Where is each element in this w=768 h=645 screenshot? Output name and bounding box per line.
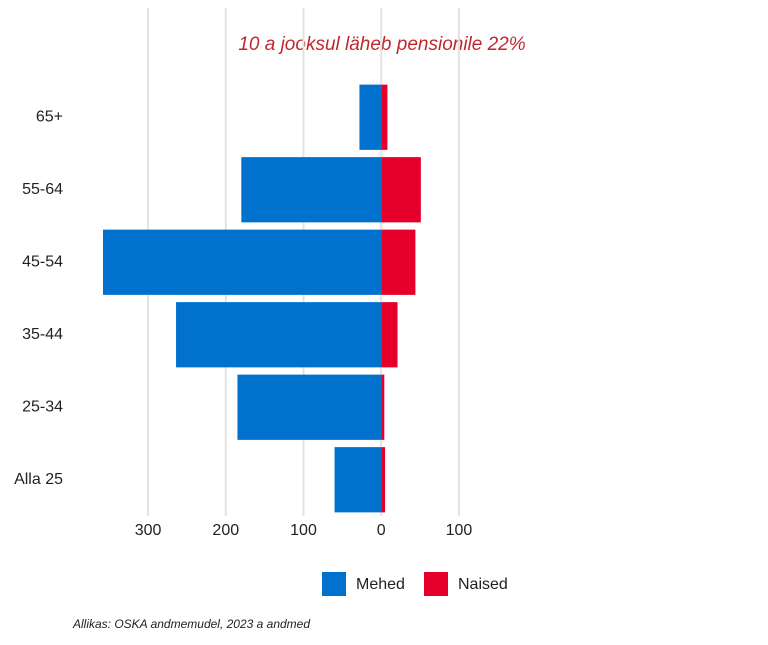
bar — [241, 157, 382, 223]
bar — [381, 84, 388, 150]
bar — [381, 229, 416, 295]
x-tick-label: 100 — [290, 522, 317, 539]
bar — [176, 302, 382, 368]
legend-label: Mehed — [356, 576, 405, 593]
y-tick-label: Alla 25 — [14, 471, 63, 488]
legend-swatch — [424, 572, 448, 596]
y-tick-label: 55-64 — [22, 181, 63, 198]
x-tick-label: 0 — [377, 522, 386, 539]
bar — [381, 302, 398, 368]
x-tick-label: 300 — [135, 522, 162, 539]
bar — [359, 84, 382, 150]
bar — [103, 229, 382, 295]
y-tick-label: 35-44 — [22, 326, 63, 343]
y-tick-label: 25-34 — [22, 398, 63, 415]
y-tick-label: 65+ — [36, 108, 63, 125]
y-tick-label: 45-54 — [22, 253, 63, 270]
x-tick-label: 200 — [212, 522, 239, 539]
bar — [381, 374, 385, 440]
bar — [381, 157, 421, 223]
legend-swatch — [322, 572, 346, 596]
source: Allikas: OSKA andmemudel, 2023 a andmed — [72, 617, 310, 631]
legend-label: Naised — [458, 576, 508, 593]
bar — [381, 447, 386, 513]
x-tick-label: 100 — [446, 522, 473, 539]
bar — [237, 374, 382, 440]
bar — [334, 447, 382, 513]
